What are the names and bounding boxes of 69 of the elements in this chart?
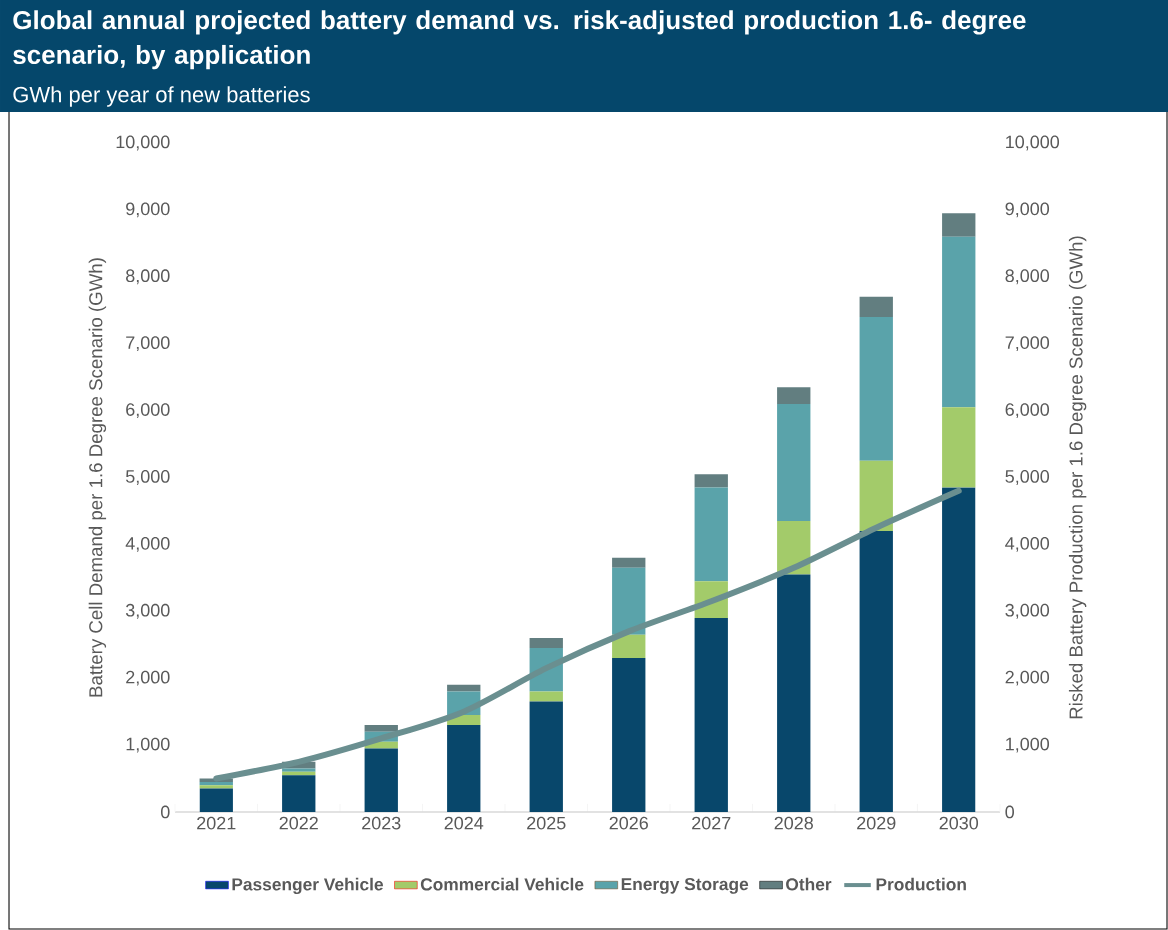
y2-tick-label: 5,000 bbox=[1005, 470, 1050, 485]
bar bbox=[529, 701, 563, 812]
bar bbox=[777, 403, 811, 521]
bar bbox=[612, 557, 646, 568]
x-tick-label: 2027 bbox=[692, 816, 731, 830]
y2-tick-label: 0 bbox=[1005, 805, 1015, 819]
bar bbox=[612, 658, 646, 812]
x-tick-label: 2023 bbox=[362, 816, 401, 830]
x-tick-label: 2025 bbox=[527, 816, 566, 830]
y-tick-label: 2,000 bbox=[126, 670, 170, 686]
legend-label: Energy Storage bbox=[621, 878, 749, 894]
y-tick-label: 6,000 bbox=[126, 403, 170, 419]
y-tick-label: 1,000 bbox=[126, 737, 170, 753]
bar bbox=[942, 236, 976, 408]
bar bbox=[942, 213, 976, 237]
bar bbox=[282, 775, 316, 812]
y2-tick-label: 10,000 bbox=[1006, 135, 1060, 151]
legend-label: Commercial Vehicle bbox=[420, 877, 584, 891]
bar bbox=[694, 617, 728, 812]
legend-label: Production bbox=[876, 877, 966, 891]
y-tick-label: 8,000 bbox=[126, 269, 170, 285]
bar bbox=[777, 574, 811, 812]
y2-tick-label: 3,000 bbox=[1005, 603, 1050, 619]
y-tick-label: 5,000 bbox=[125, 470, 170, 485]
y-tick-label: 10,000 bbox=[116, 135, 170, 151]
bar bbox=[942, 407, 976, 488]
bar bbox=[694, 474, 728, 488]
legend-label: Other bbox=[786, 877, 832, 891]
y2-tick-label: 7,000 bbox=[1005, 336, 1050, 352]
bar bbox=[777, 387, 811, 404]
x-tick-label: 2028 bbox=[774, 816, 813, 830]
bar bbox=[199, 788, 233, 812]
bar bbox=[859, 531, 893, 812]
bar bbox=[364, 748, 398, 812]
bar bbox=[612, 567, 646, 635]
bar bbox=[859, 460, 893, 531]
x-tick-label: 2026 bbox=[609, 816, 648, 830]
y2-tick-label: 4,000 bbox=[1005, 536, 1050, 552]
bar bbox=[199, 785, 233, 789]
x-tick-label: 2030 bbox=[939, 816, 979, 830]
y2-tick-label: 1,000 bbox=[1006, 737, 1050, 753]
chart-subtitle: GWh per year of new batteries bbox=[13, 86, 310, 107]
bar bbox=[364, 725, 398, 732]
bar bbox=[529, 638, 563, 649]
y2-tick-label: 8,000 bbox=[1005, 269, 1050, 285]
bar bbox=[694, 487, 728, 582]
y-tick-label: 4,000 bbox=[125, 536, 170, 552]
legend-label: Passenger Vehicle bbox=[232, 877, 383, 895]
x-tick-label: 2022 bbox=[279, 816, 318, 830]
y-tick-label: 3,000 bbox=[125, 603, 170, 619]
y2-tick-label: 6,000 bbox=[1005, 403, 1050, 419]
x-tick-label: 2029 bbox=[857, 816, 896, 830]
bar bbox=[447, 725, 481, 812]
bar bbox=[447, 684, 481, 692]
bar bbox=[859, 316, 893, 461]
y2-axis-title: Risked Battery Production per 1.6 Degree Scenario (GWh) bbox=[1068, 236, 1087, 719]
chart-title: Global annual projected battery demand vs. risk-adjusted production 1.6- degree scenario, by application bbox=[13, 10, 1026, 70]
y2-tick-label: 9,000 bbox=[1005, 202, 1050, 218]
y-tick-label: 9,000 bbox=[126, 202, 170, 218]
x-tick-label: 2024 bbox=[444, 816, 484, 830]
bar bbox=[942, 487, 976, 812]
y-axis-title: Battery Cell Demand per 1.6 Degree Scenario (GWh) bbox=[88, 258, 107, 697]
bar bbox=[859, 296, 893, 317]
bar bbox=[612, 634, 646, 659]
bar bbox=[529, 691, 563, 702]
y-tick-label: 7,000 bbox=[126, 336, 170, 352]
y-tick-label: 0 bbox=[160, 805, 170, 819]
y2-tick-label: 2,000 bbox=[1005, 670, 1050, 686]
x-tick-label: 2021 bbox=[197, 816, 236, 830]
